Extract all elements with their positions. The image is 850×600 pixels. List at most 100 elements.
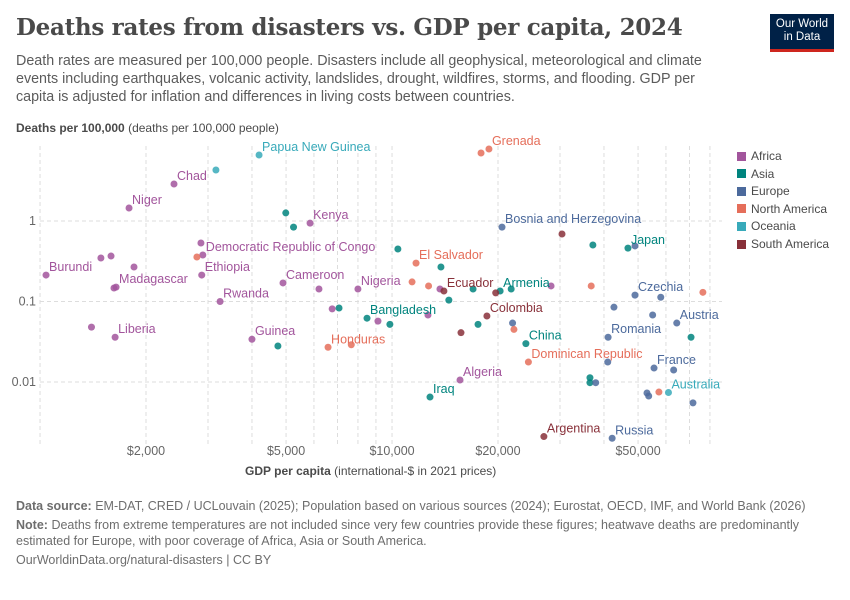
- data-point: [386, 320, 394, 328]
- point-label: Ethiopia: [205, 260, 250, 274]
- data-point: [474, 320, 482, 328]
- point-label: Honduras: [331, 332, 385, 346]
- legend-item[interactable]: South America: [737, 237, 829, 251]
- data-source: Data source: EM-DAT, CRED / UCLouvain (2…: [16, 499, 806, 513]
- data-point: [315, 285, 323, 293]
- point-label: Kenya: [313, 208, 348, 222]
- grid: [39, 146, 722, 444]
- legend-item[interactable]: Asia: [737, 167, 774, 181]
- data-point: [328, 305, 336, 313]
- data-point: [130, 263, 138, 271]
- point-labels: Burundi Liberia Madagascar Niger Chad Democra…: [49, 134, 720, 437]
- data-point: [631, 291, 639, 299]
- data-point: [483, 312, 491, 320]
- chart-title: Deaths rates from disasters vs. GDP per …: [16, 14, 683, 41]
- data-point: [456, 376, 464, 384]
- point-label: Austria: [680, 308, 719, 322]
- data-point: [457, 329, 465, 337]
- legend-item[interactable]: Europe: [737, 184, 790, 198]
- point-label: Colombia: [490, 301, 543, 315]
- data-point: [424, 311, 432, 319]
- data-point: [248, 335, 256, 343]
- point-label: Nigeria: [361, 274, 401, 288]
- data-point: [445, 296, 453, 304]
- axis-ticks: 1 0.1 0.01 $2,000 $5,000 $10,000 $20,000 $50,00…: [12, 214, 661, 458]
- data-point: [610, 303, 618, 311]
- legend-label: Africa: [751, 149, 782, 163]
- data-point: [510, 325, 518, 333]
- data-point: [274, 342, 282, 350]
- data-point: [412, 259, 420, 267]
- data-point: [469, 285, 477, 293]
- x-tick-label: $10,000: [369, 444, 414, 458]
- legend-swatch: [737, 239, 746, 249]
- logo-line-2: in Data: [783, 31, 821, 43]
- x-tick-label: $20,000: [475, 444, 520, 458]
- data-point: [197, 239, 205, 247]
- point-label: Russia: [615, 423, 653, 437]
- data-point: [198, 271, 206, 279]
- data-point: [657, 293, 665, 301]
- data-point: [374, 317, 382, 325]
- data-point: [437, 263, 445, 271]
- legend-item[interactable]: Africa: [737, 149, 782, 163]
- data-point: [558, 230, 566, 238]
- note: Note: Deaths from extreme temperatures a…: [16, 518, 800, 548]
- point-label: France: [657, 353, 696, 367]
- data-point: [87, 323, 95, 331]
- point-label: Australia: [671, 378, 720, 392]
- data-point: [608, 434, 616, 442]
- data-point: [587, 282, 595, 290]
- data-point: [394, 245, 402, 253]
- owid-logo[interactable]: Our World in Data: [770, 14, 834, 52]
- data-point: [107, 252, 115, 260]
- data-point: [689, 399, 697, 407]
- legend-label: Asia: [751, 166, 775, 181]
- data-point: [586, 379, 594, 387]
- data-point: [673, 319, 681, 327]
- data-point: [649, 311, 657, 319]
- data-point: [199, 251, 207, 259]
- legend-swatch: [737, 221, 746, 231]
- data-point: [255, 151, 263, 159]
- data-point: [440, 287, 448, 295]
- data-point: [425, 282, 433, 290]
- data-point: [97, 254, 105, 262]
- legend-label: South America: [751, 237, 830, 251]
- y-tick-label: 0.01: [12, 375, 36, 389]
- credit-link[interactable]: OurWorldinData.org/natural-disasters | C…: [16, 553, 272, 567]
- data-point: [509, 319, 517, 327]
- data-point: [687, 333, 695, 341]
- point-label: Armenia: [503, 276, 550, 290]
- data-point: [604, 358, 612, 366]
- point-label: Argentina: [547, 422, 601, 436]
- data-point: [408, 278, 416, 286]
- legend-label: North America: [751, 201, 828, 216]
- data-point: [335, 304, 343, 312]
- legend-item[interactable]: North America: [737, 202, 827, 216]
- point-label: Liberia: [118, 322, 156, 336]
- point-label: El Salvador: [419, 248, 483, 262]
- legend-swatch: [737, 169, 746, 179]
- data-point: [193, 253, 201, 261]
- point-label: Madagascar: [119, 272, 188, 286]
- data-point: [426, 393, 434, 401]
- data-point: [477, 149, 485, 157]
- data-point: [216, 298, 224, 305]
- data-point: [592, 379, 600, 387]
- data-point: [492, 289, 500, 297]
- legend-label: Oceania: [751, 219, 796, 234]
- data-point: [324, 343, 332, 351]
- x-tick-label: $2,000: [127, 444, 165, 458]
- data-point: [624, 244, 632, 252]
- point-label: Bangladesh: [370, 303, 436, 317]
- y-tick-label: 1: [29, 214, 36, 228]
- y-axis-label: Deaths per 100,000 (deaths per 100,000 p…: [16, 121, 279, 135]
- data-point: [586, 374, 594, 382]
- y-axis-label-unit: (deaths per 100,000 people): [128, 121, 279, 135]
- x-axis-label: GDP per capita (international-$ in 2021 …: [245, 464, 496, 478]
- data-point: [522, 340, 530, 348]
- legend-item[interactable]: Oceania: [737, 219, 796, 233]
- point-label: Guinea: [255, 324, 295, 338]
